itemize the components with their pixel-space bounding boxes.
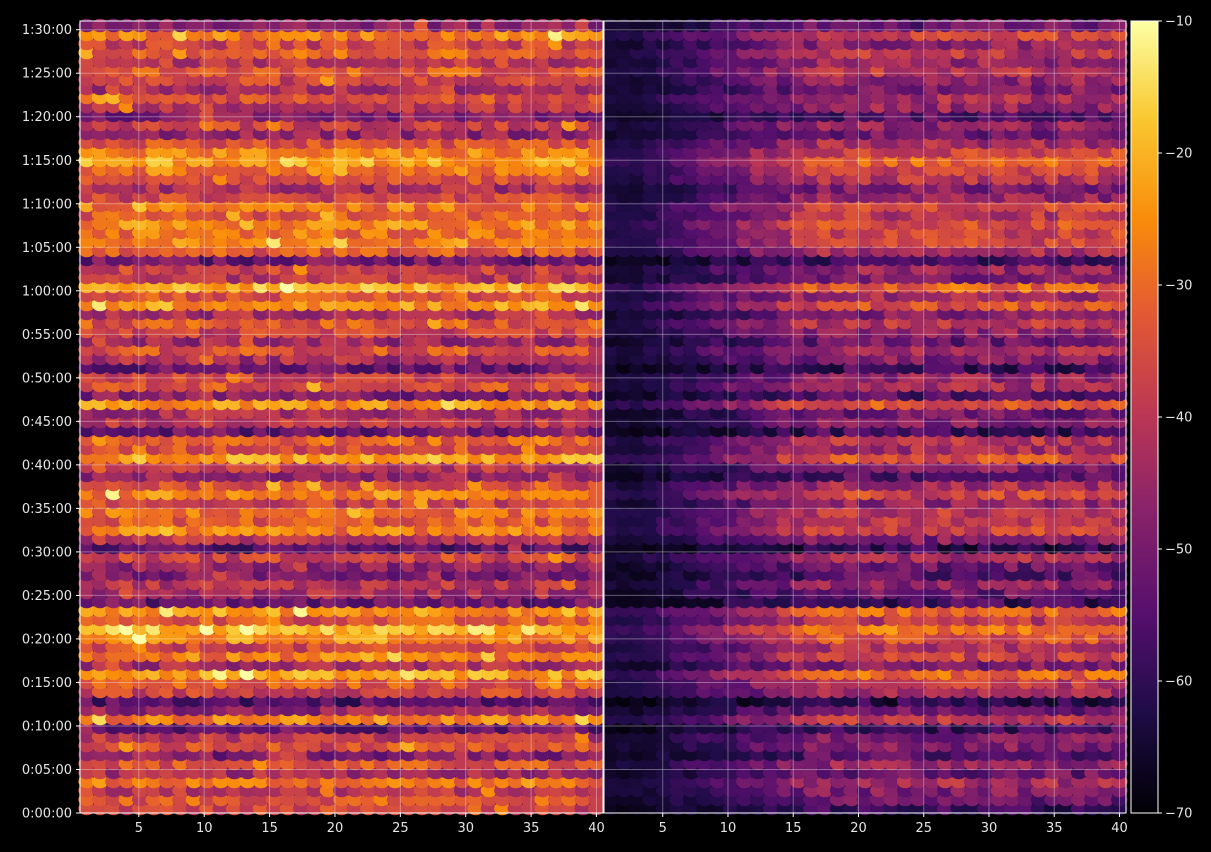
heatmap-panel-left [78,18,605,816]
heatmap-panel-right [602,18,1128,816]
